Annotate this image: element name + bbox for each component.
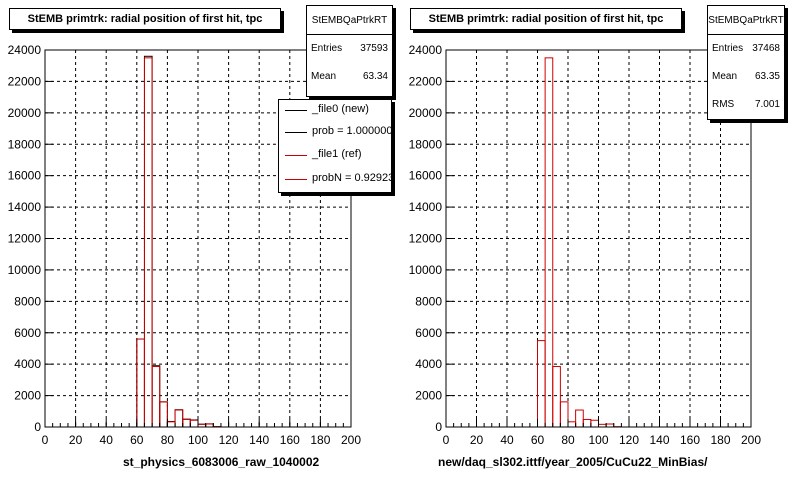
x-tick-label: 80: [161, 433, 175, 447]
y-tick-label: 12000: [8, 232, 42, 246]
x-tick-label: 80: [561, 433, 575, 447]
legend-entry-prob: prob = 1.000000: [279, 124, 391, 142]
y-tick-label: 16000: [8, 169, 42, 183]
y-tick-label: 24000: [409, 43, 443, 57]
y-tick-label: 18000: [409, 137, 443, 151]
y-tick-label: 4000: [14, 357, 41, 371]
x-axis-label-left: st_physics_6083006_raw_1040002: [123, 455, 320, 469]
x-tick-label: 200: [341, 433, 361, 447]
chart-title-right: StEMB primtrk: radial position of first …: [410, 8, 682, 30]
stats-entries-label: Entries: [311, 43, 343, 54]
x-tick-label: 120: [619, 433, 639, 447]
y-tick-label: 2000: [14, 389, 41, 403]
stats-mean-row: Mean 63.35: [712, 71, 780, 82]
stats-entries-value: 37593: [360, 43, 388, 54]
histogram-bin: [582, 418, 592, 428]
legend-entry-file1: _file1 (ref): [279, 147, 391, 165]
legend-entry-probn: probN = 0.929234: [279, 171, 391, 189]
legend-entry-file0: _file0 (new): [279, 102, 391, 120]
histogram-bin: [559, 401, 569, 428]
y-tick-label: 10000: [409, 263, 443, 277]
y-tick-label: 24000: [8, 43, 42, 57]
x-tick-label: 180: [710, 433, 730, 447]
legend-box: _file0 (new) prob = 1.000000 _file1 (ref…: [278, 99, 392, 193]
y-tick-label: 16000: [409, 169, 443, 183]
y-tick-label: 22000: [8, 74, 42, 88]
stats-rms-label: RMS: [712, 99, 735, 110]
y-tick-label: 10000: [8, 263, 42, 277]
stats-name: StEMBQaPtrkRT: [307, 6, 392, 35]
x-tick-label: 100: [188, 433, 208, 447]
x-tick-label: 200: [741, 433, 761, 447]
histogram-bin: [552, 366, 561, 428]
x-tick-label: 0: [42, 433, 49, 447]
x-tick-label: 40: [500, 433, 514, 447]
histogram-bin: [590, 419, 599, 428]
y-tick-label: 18000: [8, 137, 42, 151]
x-tick-label: 20: [69, 433, 83, 447]
x-axis-label-right: new/daq_sl302.ittf/year_2005/CuCu22_MinB…: [438, 455, 708, 469]
histogram-bin: [575, 409, 584, 428]
stats-mean-label: Mean: [311, 71, 337, 82]
y-tick-label: 14000: [8, 200, 42, 214]
y-tick-label: 0: [435, 420, 442, 434]
stats-name: StEMBQaPtrkRT: [708, 6, 784, 35]
y-tick-label: 20000: [409, 106, 443, 120]
x-tick-label: 60: [130, 433, 144, 447]
x-tick-label: 100: [588, 433, 608, 447]
stats-entries-row: Entries 37468: [712, 43, 780, 54]
y-tick-label: 2000: [415, 389, 442, 403]
y-tick-label: 14000: [409, 200, 443, 214]
stats-entries-label: Entries: [712, 43, 744, 54]
y-tick-label: 8000: [14, 294, 41, 308]
x-tick-label: 160: [680, 433, 700, 447]
histogram-bin: [537, 340, 546, 428]
stats-mean-value: 63.35: [754, 71, 780, 82]
x-tick-label: 140: [249, 433, 269, 447]
y-tick-label: 12000: [409, 232, 443, 246]
stats-entries-value: 37468: [752, 43, 780, 54]
stats-entries-row: Entries 37593: [311, 43, 388, 54]
x-tick-label: 180: [310, 433, 330, 447]
y-tick-label: 20000: [8, 106, 42, 120]
x-tick-label: 0: [443, 433, 450, 447]
x-tick-label: 160: [280, 433, 300, 447]
x-tick-label: 20: [470, 433, 484, 447]
stats-rms-row: RMS 7.001: [712, 99, 780, 110]
stats-mean-label: Mean: [712, 71, 738, 82]
stats-box-right: StEMBQaPtrkRT Entries 37468 Mean 63.35 R…: [707, 5, 785, 120]
y-tick-label: 0: [34, 420, 41, 434]
x-tick-label: 60: [531, 433, 545, 447]
stats-mean-value: 63.34: [362, 71, 388, 82]
y-tick-label: 6000: [415, 326, 442, 340]
stats-rms-value: 7.001: [754, 99, 780, 110]
y-tick-label: 8000: [415, 294, 442, 308]
y-tick-label: 22000: [409, 74, 443, 88]
y-tick-label: 4000: [415, 357, 442, 371]
y-tick-label: 6000: [14, 326, 41, 340]
histogram-bin: [567, 421, 577, 428]
x-tick-label: 140: [649, 433, 669, 447]
x-tick-label: 120: [219, 433, 239, 447]
stats-mean-row: Mean 63.34: [311, 71, 388, 82]
chart-title-left: StEMB primtrk: radial position of first …: [9, 8, 281, 30]
x-tick-label: 40: [100, 433, 114, 447]
stats-box-left: StEMBQaPtrkRT Entries 37593 Mean 63.34: [306, 5, 393, 97]
